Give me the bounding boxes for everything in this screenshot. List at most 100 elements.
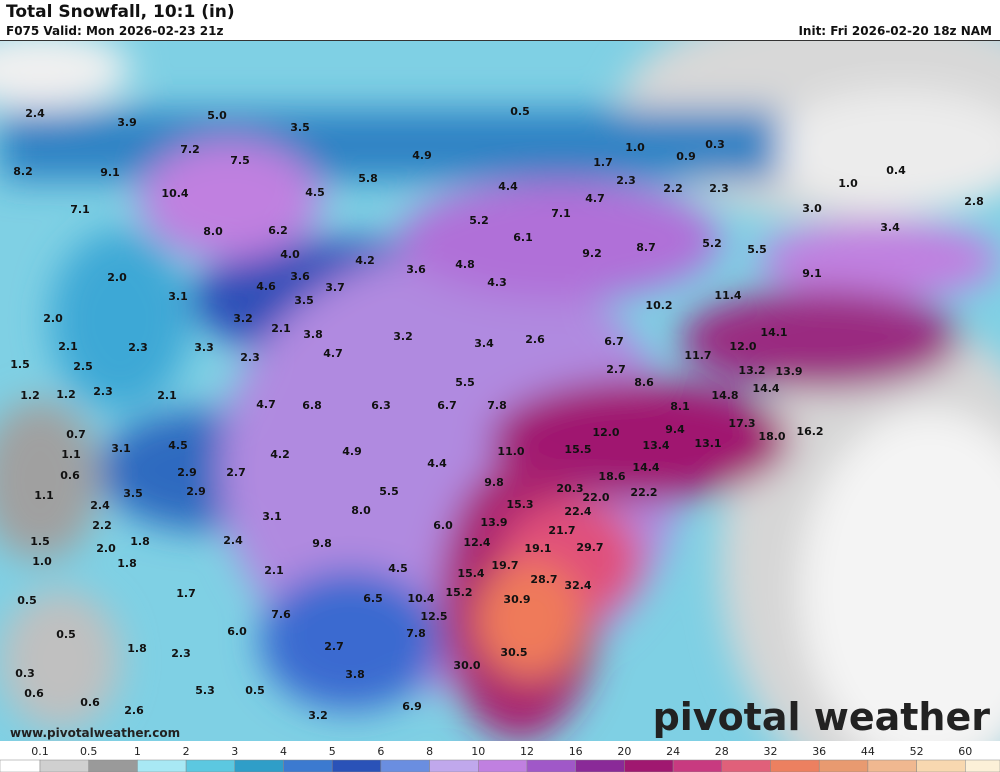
snow-label: 3.5 xyxy=(123,487,143,500)
legend-swatch xyxy=(88,759,138,772)
snow-label: 6.5 xyxy=(363,592,383,605)
snow-label: 10.4 xyxy=(407,592,434,605)
legend-tick: 32 xyxy=(764,745,778,758)
snow-label: 8.2 xyxy=(13,165,33,178)
url: www.pivotalweather.com xyxy=(10,726,180,740)
snow-label: 0.7 xyxy=(66,428,86,441)
snow-label: 2.0 xyxy=(43,312,63,325)
snow-label: 30.9 xyxy=(503,593,530,606)
snow-label: 0.5 xyxy=(510,105,530,118)
snow-label: 12.5 xyxy=(420,610,447,623)
snow-label: 3.0 xyxy=(802,202,822,215)
snow-label: 17.3 xyxy=(728,417,755,430)
legend-swatch xyxy=(916,759,966,772)
snow-label: 7.2 xyxy=(180,143,200,156)
snow-label: 5.2 xyxy=(469,214,489,227)
legend-swatch xyxy=(331,759,382,772)
legend-swatch xyxy=(185,759,236,772)
legend-tick: 20 xyxy=(617,745,631,758)
snow-label: 13.9 xyxy=(775,365,802,378)
legend-tick: 0.1 xyxy=(31,745,49,758)
init-time: Init: Fri 2026-02-20 18z NAM xyxy=(798,24,992,38)
snow-label: 0.6 xyxy=(80,696,100,709)
legend-tick: 0.5 xyxy=(80,745,98,758)
snow-label: 3.6 xyxy=(406,263,426,276)
snow-label: 0.5 xyxy=(56,628,76,641)
snow-label: 13.4 xyxy=(642,439,669,452)
snow-label: 3.9 xyxy=(117,116,137,129)
snow-label: 1.2 xyxy=(20,389,40,402)
snow-label: 2.1 xyxy=(58,340,78,353)
snow-label: 14.4 xyxy=(752,382,779,395)
snow-label: 6.7 xyxy=(437,399,457,412)
legend-tick: 16 xyxy=(569,745,583,758)
snow-label: 15.4 xyxy=(457,567,484,580)
legend-tick: 52 xyxy=(910,745,924,758)
legend: 0.1 0.5 1 2 3 4 5 6 8 10 12 16 20 24 28 32 36 44 52 60 xyxy=(0,741,1000,772)
snow-label: 1.0 xyxy=(625,141,645,154)
snow-label: 3.6 xyxy=(290,270,310,283)
snow-label: 19.1 xyxy=(524,542,551,555)
snow-label: 13.9 xyxy=(480,516,507,529)
snow-label: 7.1 xyxy=(70,203,90,216)
snow-label: 9.8 xyxy=(312,537,332,550)
snow-label: 2.3 xyxy=(709,182,729,195)
snow-label: 7.5 xyxy=(230,154,250,167)
snow-label: 3.2 xyxy=(393,330,413,343)
snow-label: 9.8 xyxy=(484,476,504,489)
snow-label: 14.4 xyxy=(632,461,659,474)
snow-label: 2.7 xyxy=(324,640,344,653)
legend-swatch xyxy=(429,759,479,772)
brand: pivotal weather xyxy=(653,695,991,739)
snow-label: 4.5 xyxy=(388,562,408,575)
snow-label: 8.0 xyxy=(351,504,371,517)
snow-label: 8.1 xyxy=(670,400,690,413)
snow-label: 4.2 xyxy=(270,448,290,461)
snow-label: 1.7 xyxy=(176,587,196,600)
snow-label: 2.1 xyxy=(157,389,177,402)
snow-label: 5.5 xyxy=(379,485,399,498)
legend-tick: 10 xyxy=(471,745,485,758)
legend-swatch xyxy=(721,759,771,772)
snow-label: 4.5 xyxy=(168,439,188,452)
snow-label: 3.7 xyxy=(325,281,345,294)
snow-label: 3.5 xyxy=(294,294,314,307)
snow-label: 18.6 xyxy=(598,470,625,483)
snow-label: 3.5 xyxy=(290,121,310,134)
legend-swatch xyxy=(770,759,820,772)
snow-label: 10.2 xyxy=(645,299,672,312)
snow-label: 0.4 xyxy=(886,164,906,177)
snow-label: 1.5 xyxy=(10,358,30,371)
snow-label: 9.2 xyxy=(582,247,602,260)
snow-label: 0.3 xyxy=(15,667,35,680)
snow-label: 19.7 xyxy=(491,559,518,572)
legend-swatch xyxy=(965,759,1000,772)
snow-label: 12.0 xyxy=(729,340,756,353)
snow-label: 2.6 xyxy=(525,333,545,346)
legend-swatch xyxy=(478,759,528,772)
legend-swatch xyxy=(380,759,430,772)
legend-tick: 12 xyxy=(520,745,534,758)
snow-label: 5.3 xyxy=(195,684,215,697)
snow-label: 8.7 xyxy=(636,241,656,254)
snow-label: 14.1 xyxy=(760,326,787,339)
snow-label: 3.1 xyxy=(262,510,282,523)
snow-label: 2.3 xyxy=(171,647,191,660)
snow-label: 4.9 xyxy=(412,149,432,162)
snow-label: 1.8 xyxy=(117,557,137,570)
snow-label: 2.1 xyxy=(264,564,284,577)
snow-label: 7.1 xyxy=(551,207,571,220)
point-labels: 2.4 3.9 5.0 0.5 3.5 7.2 8.2 9.1 7.5 4.9 1.0 0.3 0.9 1… xyxy=(10,105,984,722)
snow-label: 6.9 xyxy=(402,700,422,713)
snow-label: 30.0 xyxy=(453,659,480,672)
snow-label: 32.4 xyxy=(564,579,591,592)
snow-label: 5.5 xyxy=(747,243,767,256)
legend-tick: 36 xyxy=(812,745,826,758)
snow-label: 3.2 xyxy=(233,312,253,325)
legend-tick: 28 xyxy=(715,745,729,758)
legend-swatch xyxy=(39,759,89,772)
legend-swatch xyxy=(526,759,576,772)
legend-tick: 60 xyxy=(958,745,972,758)
